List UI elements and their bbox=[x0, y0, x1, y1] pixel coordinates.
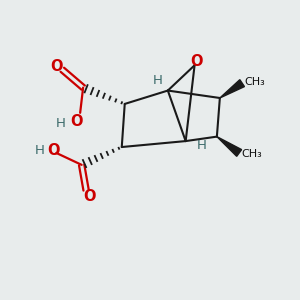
Text: O: O bbox=[50, 59, 63, 74]
Polygon shape bbox=[220, 80, 244, 98]
Text: O: O bbox=[48, 142, 60, 158]
Text: H: H bbox=[56, 117, 66, 130]
Text: O: O bbox=[190, 54, 202, 69]
Text: CH₃: CH₃ bbox=[242, 149, 262, 160]
Text: H: H bbox=[152, 74, 162, 87]
Text: O: O bbox=[83, 189, 96, 204]
Polygon shape bbox=[217, 136, 242, 156]
Text: H: H bbox=[197, 139, 207, 152]
Text: H: H bbox=[35, 143, 45, 157]
Text: CH₃: CH₃ bbox=[244, 76, 265, 87]
Text: O: O bbox=[70, 114, 83, 129]
